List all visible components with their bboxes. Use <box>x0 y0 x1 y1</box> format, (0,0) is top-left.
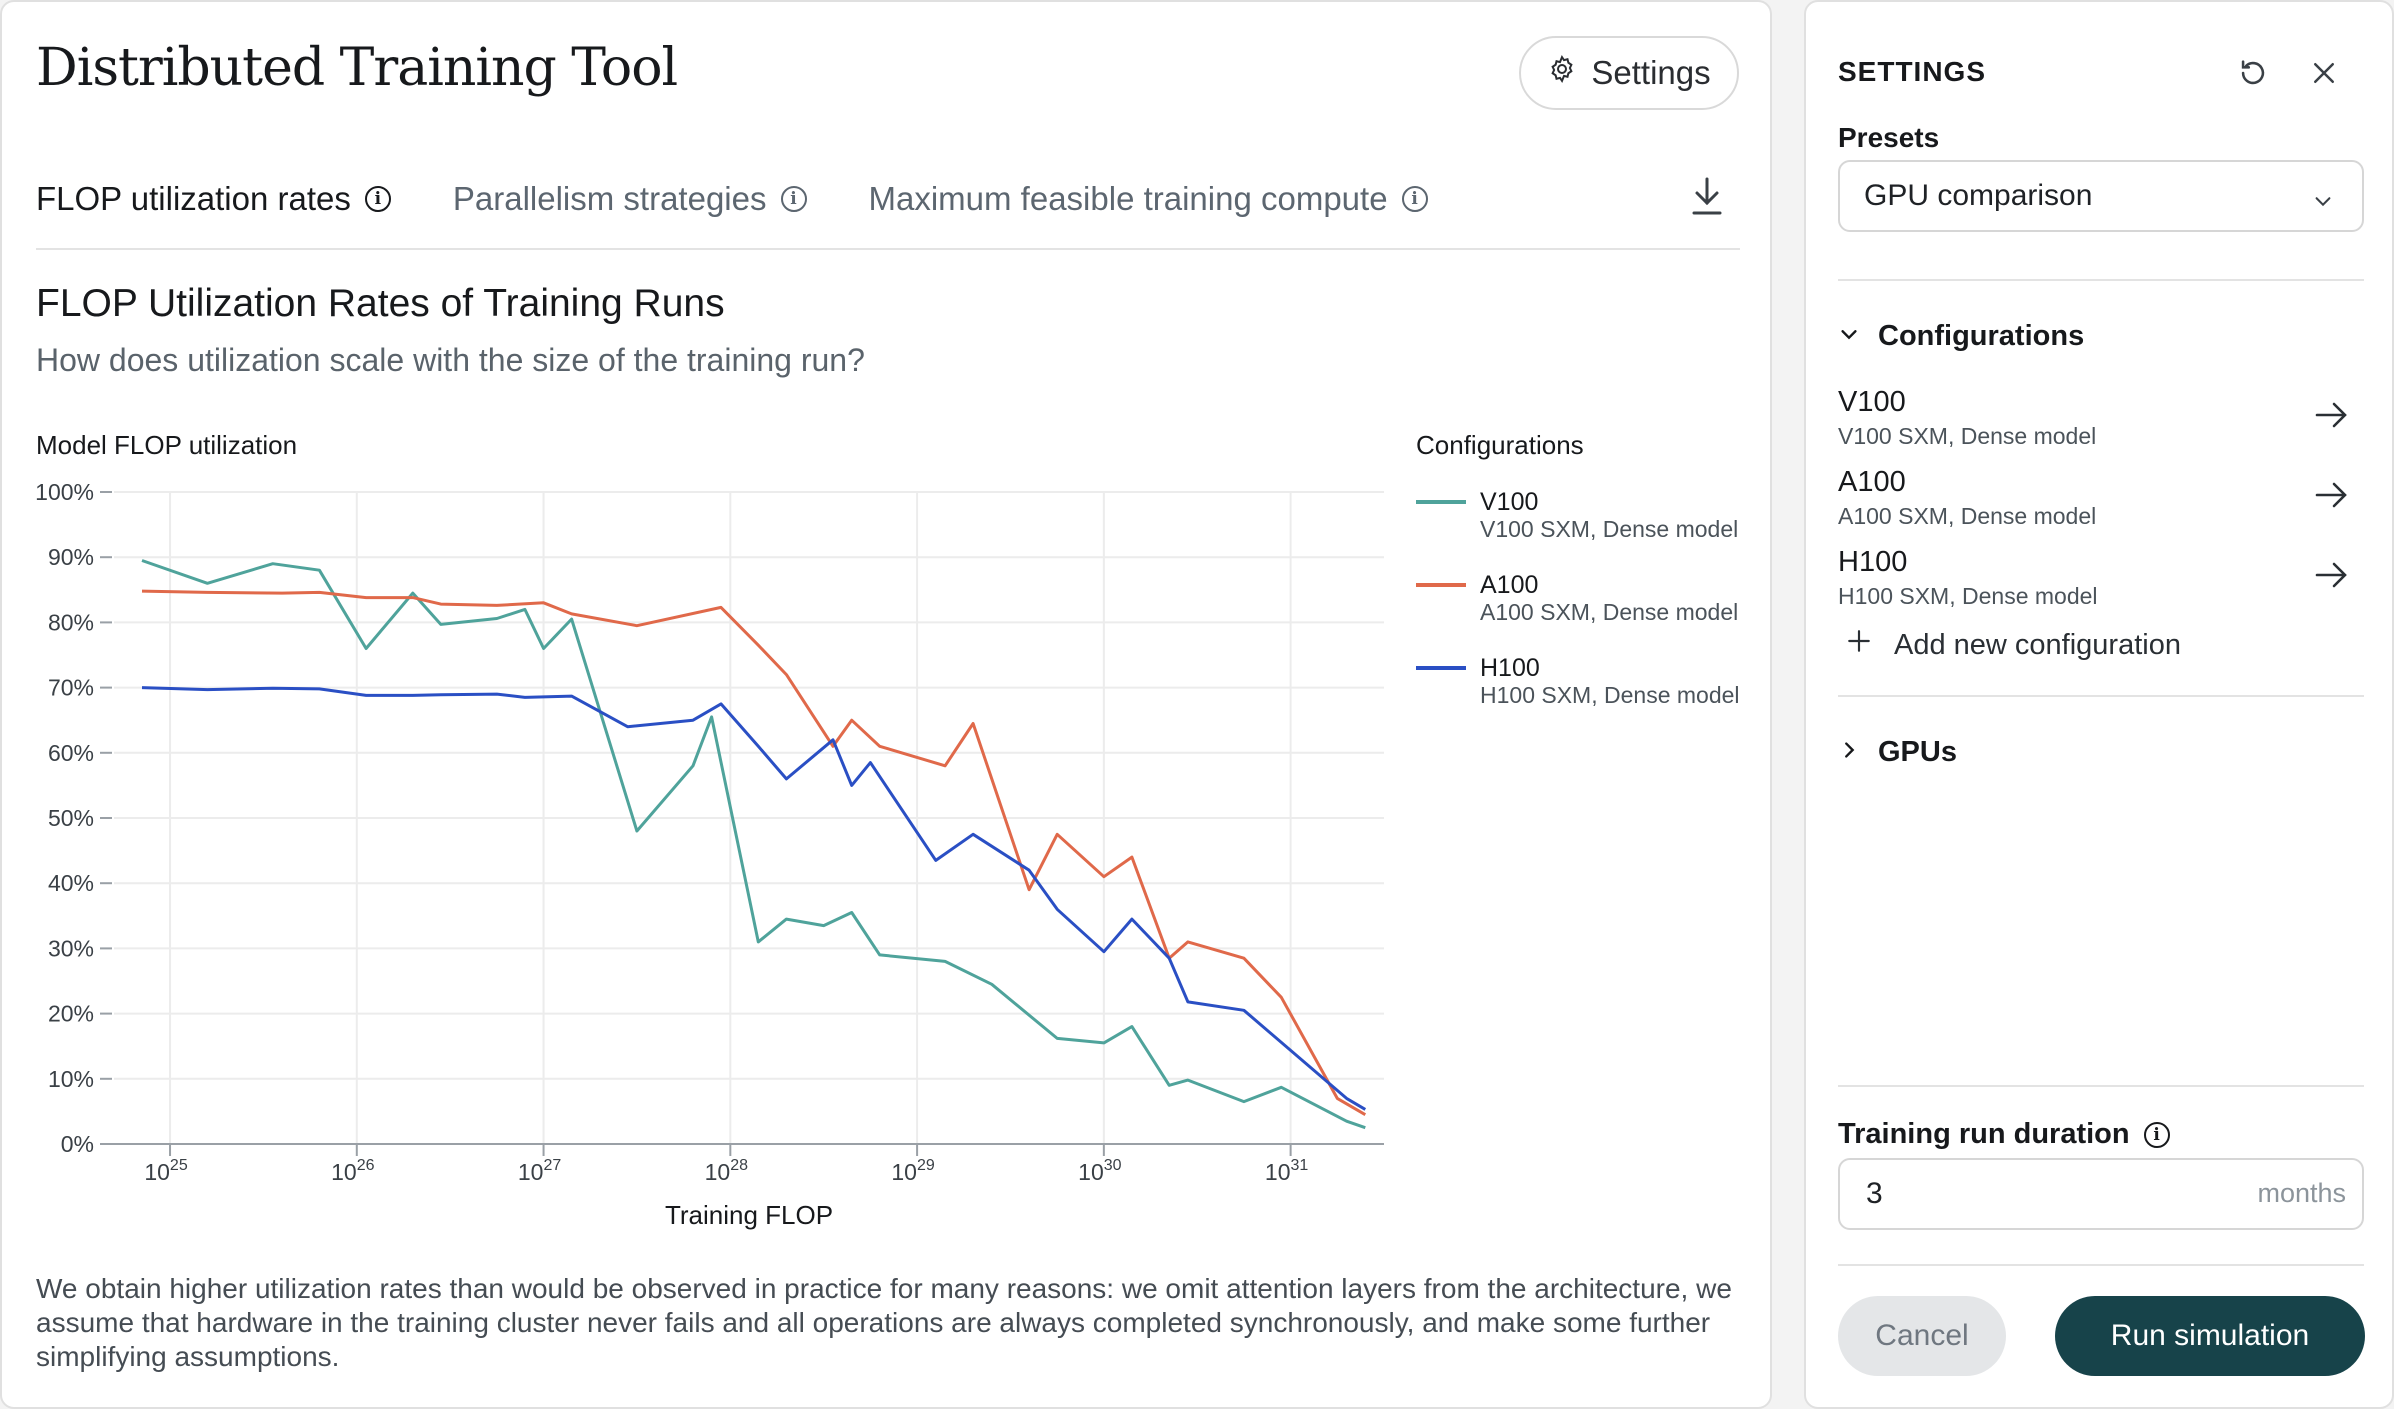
main-panel: Distributed Training Tool Settings FLOP … <box>0 0 1772 1409</box>
arrow-right-icon[interactable] <box>2314 480 2348 515</box>
duration-field[interactable]: months <box>1838 1158 2364 1230</box>
divider <box>1838 1264 2364 1266</box>
x-tick-label: 1026 <box>331 1157 374 1185</box>
footnote: We obtain higher utilization rates than … <box>36 1273 1732 1372</box>
config-description: H100 SXM, Dense model <box>1838 583 2098 609</box>
x-tick-label: 1029 <box>891 1157 934 1185</box>
chevron-down-icon <box>2312 186 2334 220</box>
add-configuration-button[interactable]: Add new configuration <box>1846 628 2181 662</box>
x-tick-label: 1028 <box>705 1157 748 1185</box>
series-line-v100 <box>141 559 1366 1130</box>
y-tick-label: 10% <box>48 1066 94 1092</box>
config-description: V100 SXM, Dense model <box>1838 423 2097 449</box>
tab-bar: FLOP utilization rates i Parallelism str… <box>36 174 1490 224</box>
chart-subtitle: How does utilization scale with the size… <box>36 342 865 378</box>
info-icon[interactable]: i <box>780 186 807 212</box>
series-line-a100 <box>141 589 1367 1116</box>
y-tick-label: 40% <box>48 870 94 896</box>
x-tick-label: 1025 <box>144 1157 187 1185</box>
presets-selected-value: GPU comparison <box>1864 179 2093 212</box>
tab-divider <box>36 248 1740 250</box>
config-name: V100 <box>1838 386 1906 418</box>
config-item-h100[interactable]: H100 H100 SXM, Dense model <box>1838 546 2364 612</box>
y-tick-label: 50% <box>48 805 94 831</box>
duration-input[interactable] <box>1864 1176 2168 1212</box>
settings-heading: SETTINGS <box>1838 56 1987 87</box>
settings-panel: SETTINGS Presets GPU comparison Configur… <box>1804 0 2394 1409</box>
settings-button[interactable]: Settings <box>1519 36 1739 110</box>
presets-select[interactable]: GPU comparison <box>1838 160 2364 232</box>
series-line-h100 <box>141 686 1367 1111</box>
arrow-right-icon[interactable] <box>2314 400 2348 435</box>
legend-title: Configurations <box>1416 430 1584 460</box>
chevron-right-icon <box>1838 736 1860 769</box>
app-title: Distributed Training Tool <box>36 38 678 98</box>
duration-label: Training run duration <box>1838 1118 2130 1150</box>
close-icon[interactable] <box>2309 58 2339 93</box>
y-tick-label: 90% <box>48 544 94 570</box>
tab-label: Maximum feasible training compute <box>868 180 1388 217</box>
x-tick-label: 1031 <box>1265 1157 1308 1185</box>
y-tick-label: 70% <box>48 675 94 701</box>
download-icon[interactable] <box>1690 176 1724 221</box>
info-icon[interactable]: i <box>364 186 391 212</box>
y-tick-label: 80% <box>48 609 94 635</box>
flop-utilization-chart: Model FLOP utilization 0% 10% 20% 30% 40% 50% 6… <box>35 430 1740 1230</box>
duration-unit: months <box>2257 1178 2346 1208</box>
info-icon[interactable]: i <box>1401 186 1428 212</box>
run-simulation-button[interactable]: Run simulation <box>2055 1296 2365 1376</box>
config-name: H100 <box>1838 546 1908 578</box>
cancel-button[interactable]: Cancel <box>1838 1296 2006 1376</box>
config-item-a100[interactable]: A100 A100 SXM, Dense model <box>1838 466 2364 532</box>
x-tick-label: 1030 <box>1078 1157 1121 1185</box>
x-tick-label: 1027 <box>518 1157 561 1185</box>
gear-icon <box>1547 54 1577 92</box>
gpus-section-toggle[interactable]: GPUs <box>1838 736 1957 769</box>
y-tick-label: 60% <box>48 740 94 766</box>
config-name: A100 <box>1838 466 1906 498</box>
plus-icon <box>1846 628 1872 662</box>
chevron-down-icon <box>1838 320 1860 353</box>
reset-icon[interactable] <box>2236 56 2270 95</box>
tab-label: Parallelism strategies <box>452 180 767 217</box>
config-item-v100[interactable]: V100 V100 SXM, Dense model <box>1838 386 2364 452</box>
legend-description: V100 SXM, Dense model <box>1480 516 1738 542</box>
y-tick-label: 0% <box>61 1131 94 1157</box>
legend-description: A100 SXM, Dense model <box>1480 599 1738 625</box>
legend-label: A100 <box>1480 571 1538 599</box>
arrow-right-icon[interactable] <box>2314 560 2348 595</box>
legend-label: H100 <box>1480 654 1540 682</box>
y-tick-label: 100% <box>35 479 94 505</box>
add-configuration-label: Add new configuration <box>1894 628 2181 661</box>
y-tick-label: 30% <box>48 935 94 961</box>
y-axis-title: Model FLOP utilization <box>36 430 297 460</box>
legend-description: H100 SXM, Dense model <box>1480 682 1740 708</box>
tab-flop-utilization[interactable]: FLOP utilization rates i <box>36 180 391 218</box>
presets-label: Presets <box>1838 122 1940 153</box>
x-axis-title: Training FLOP <box>665 1200 833 1230</box>
duration-label-row: Training run duration i <box>1838 1118 2170 1151</box>
divider <box>1838 695 2364 697</box>
chart-title: FLOP Utilization Rates of Training Runs <box>36 282 725 325</box>
settings-button-label: Settings <box>1591 54 1711 91</box>
tab-label: FLOP utilization rates <box>36 180 351 217</box>
gpus-heading: GPUs <box>1878 736 1957 768</box>
divider <box>1838 279 2364 281</box>
legend-label: V100 <box>1480 488 1538 516</box>
configurations-section-toggle[interactable]: Configurations <box>1838 320 2084 353</box>
tab-parallelism-strategies[interactable]: Parallelism strategies i <box>453 180 807 218</box>
y-tick-label: 20% <box>48 1001 94 1027</box>
info-icon[interactable]: i <box>2143 1121 2170 1148</box>
configurations-heading: Configurations <box>1878 320 2085 352</box>
tab-max-feasible-compute[interactable]: Maximum feasible training compute i <box>869 180 1428 218</box>
divider <box>1838 1085 2364 1087</box>
config-description: A100 SXM, Dense model <box>1838 503 2097 529</box>
